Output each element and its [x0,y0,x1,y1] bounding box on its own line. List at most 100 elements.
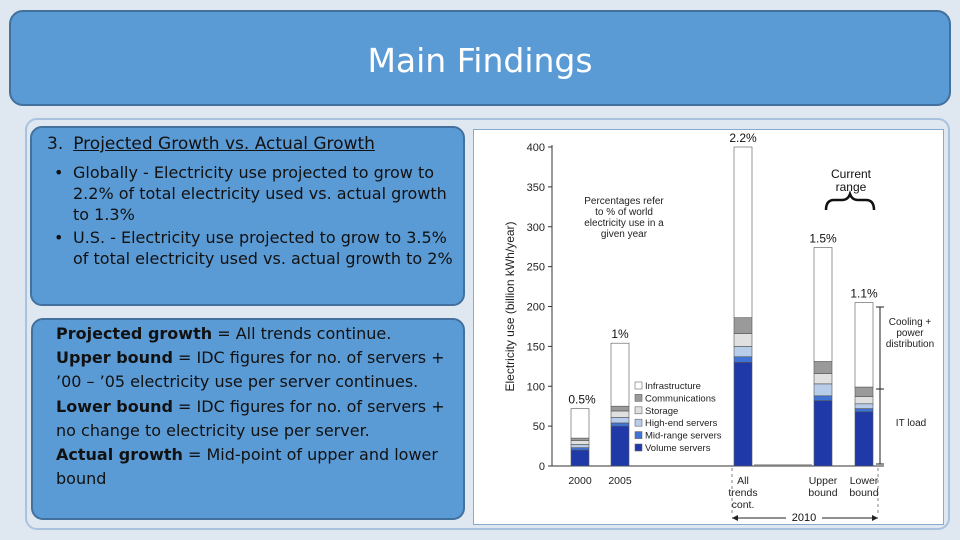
definition-item: Upper bound = IDC figures for no. of ser… [56,346,462,394]
legend-label: High-end servers [645,418,718,429]
section-heading: 3. Projected Growth vs. Actual Growth [47,134,375,154]
group-label: 2010 [792,512,816,524]
y-tick-label: 100 [527,381,545,393]
definition-text: = All trends continue. [212,324,392,343]
bar-segment [813,361,833,374]
x-category-label: bound [808,487,837,499]
section-number: 3. [47,134,64,154]
definitions-box [31,318,465,520]
bar-top-label: 1.5% [809,231,837,245]
legend-swatch [634,443,643,452]
bar-segment [733,333,753,347]
x-category-label: Lower [850,475,879,487]
x-category-label: Upper [809,475,838,487]
bar-segment [570,449,590,467]
bar-segment [813,395,833,401]
bar-segment [570,447,590,451]
findings-box [30,126,465,306]
current-range-label: Current [831,167,872,181]
current-range-label: range [836,180,867,194]
x-category-label: trends [728,487,757,499]
it-load-label: IT load [896,418,926,429]
bar-top-label: 0.5% [568,393,596,407]
definition-text: = IDC figures for no. of servers + ’00 –… [56,348,445,392]
legend-label: Infrastructure [645,381,701,392]
group-arrow-head-left [732,515,738,521]
x-category-label: 2000 [568,475,592,487]
y-axis-title: Electricity use (billion kWh/year) [503,221,517,391]
y-tick-label: 350 [527,182,545,194]
group-label-bg [786,511,822,524]
bar-segment [733,317,753,334]
bar-segment [570,437,590,441]
bar-segment [854,302,874,388]
bar-top-label: 1.1% [850,287,878,301]
legend-swatch [634,406,643,415]
legend-label: Storage [645,406,678,417]
y-tick-label: 300 [527,222,545,234]
bar-segment [570,444,590,448]
y-tick-label: 250 [527,262,545,274]
bar-segment [733,362,753,467]
group-arrow-head-right [872,515,878,521]
definition-text: = IDC figures for no. of servers + no ch… [56,396,445,440]
cooling-label: Cooling + [889,317,932,328]
y-tick-label: 50 [533,421,545,433]
definition-text: = Mid-point of upper and lower bound [56,445,438,489]
definition-term: Lower bound [56,396,173,416]
bar-segment [854,408,874,413]
cooling-label: power [896,328,924,339]
bar-segment [854,403,874,409]
x-category-label: bound [849,487,878,499]
definition-item: Projected growth = All trends continue. [56,322,462,346]
definition-term: Upper bound [56,348,173,368]
bar-segment [813,247,833,362]
bullet-symbol: • [54,228,64,247]
section-title: Projected Growth vs. Actual Growth [73,134,375,154]
legend-swatch [634,381,643,390]
percent-note-line: Percentages refer [584,196,664,207]
percent-note-line: given year [601,229,648,240]
bullet-text: Globally - Electricity use projected to … [73,163,447,224]
bar-segment [733,346,753,358]
bar-segment [813,383,833,397]
page-title: Main Findings [367,40,593,80]
percent-note-line: electricity use in a [584,218,664,229]
bar-segment [610,422,630,427]
title-banner: Main Findings [9,10,951,106]
x-category-label: All [737,475,749,487]
bar-segment [610,417,630,424]
bar-segment [733,356,753,363]
y-tick-label: 0 [539,461,545,473]
bar-segment [610,405,630,412]
bullet-list: • Globally - Electricity use projected t… [40,162,458,271]
definitions-list: Projected growth = All trends continue. … [56,322,462,491]
definition-term: Actual growth [56,445,183,465]
legend-label: Volume servers [645,443,711,454]
bar-segment [610,410,630,418]
legend-label: Mid-range servers [645,431,722,442]
bar-segment [570,440,590,445]
bar-segment [813,400,833,467]
cooling-label: distribution [886,339,934,350]
legend-swatch [634,418,643,427]
legend-swatch [634,431,643,439]
bar-segment [610,342,630,407]
chart-panel: 0 50 100 150 200 250 300 350 400 Electricity use … [473,129,944,525]
definition-term: Projected growth [56,324,213,343]
bullet-item: • Globally - Electricity use projected t… [40,162,458,225]
x-category-label: 2005 [608,475,632,487]
y-tick-label: 150 [527,341,545,353]
bar-segment [570,408,590,439]
legend-swatch [634,394,643,402]
percent-note-line: to % of world [595,207,653,218]
range-brace [824,190,876,211]
bar-segment [610,425,630,467]
y-tick-label: 400 [527,142,545,154]
bullet-item: • U.S. - Electricity use projected to gr… [40,227,458,269]
bar-segment [733,146,753,318]
bullet-symbol: • [54,163,64,182]
bar-segment [854,411,874,467]
bar-segment [813,373,833,385]
y-tick-label: 200 [527,302,545,314]
